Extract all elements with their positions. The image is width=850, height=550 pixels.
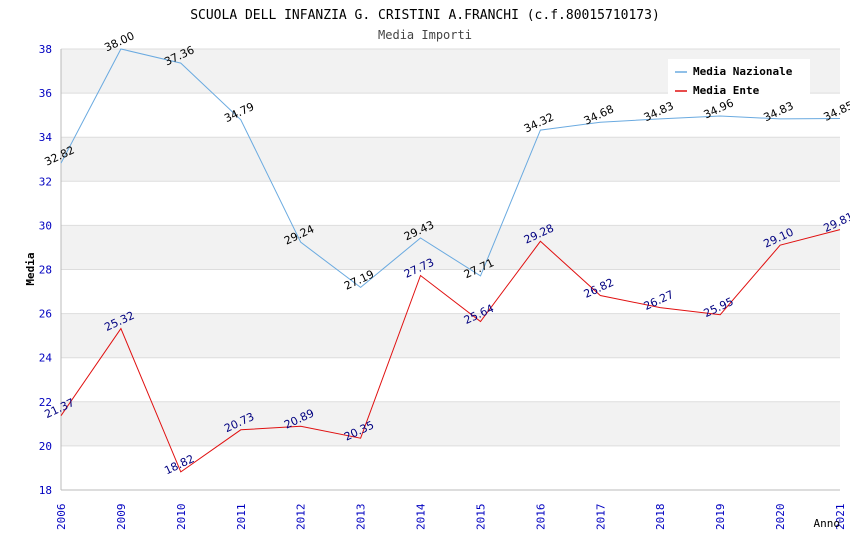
x-tick-label: 2014 bbox=[415, 503, 428, 530]
x-tick-label: 2009 bbox=[115, 504, 128, 531]
y-tick-labels: 18 20 22 24 26 28 30 32 34 36 38 bbox=[39, 43, 53, 497]
y-tick-label: 38 bbox=[39, 43, 52, 56]
grid-band bbox=[61, 225, 840, 270]
data-label: 18.82 bbox=[162, 452, 196, 477]
data-label: 34.83 bbox=[642, 99, 676, 124]
data-label: 34.32 bbox=[522, 110, 556, 135]
chart-subtitle: Media Importi bbox=[378, 28, 472, 42]
x-tick-label: 2021 bbox=[834, 504, 847, 531]
y-tick-label: 28 bbox=[39, 264, 52, 277]
series-line-0 bbox=[60, 48, 841, 289]
data-label: 34.85 bbox=[821, 99, 850, 124]
x-axis-label: Anno bbox=[814, 517, 841, 530]
legend: Media Nazionale Media Ente bbox=[668, 59, 810, 99]
x-tick-label: 2006 bbox=[55, 504, 68, 531]
x-tick-label: 2017 bbox=[594, 504, 607, 531]
data-label: 27.19 bbox=[342, 268, 376, 293]
x-tick-labels: 2006 2009 2010 2011 2012 2013 2014 2015 2016 2017… bbox=[55, 503, 847, 530]
data-label: 34.79 bbox=[222, 100, 256, 125]
y-tick-label: 34 bbox=[39, 131, 53, 144]
x-tick-label: 2019 bbox=[714, 504, 727, 531]
legend-label-ente: Media Ente bbox=[693, 84, 760, 97]
y-tick-label: 36 bbox=[39, 87, 52, 100]
x-tick-label: 2010 bbox=[175, 504, 188, 531]
x-tick-label: 2015 bbox=[474, 504, 487, 531]
x-tick-label: 2020 bbox=[774, 504, 787, 531]
data-label: 34.68 bbox=[582, 102, 616, 127]
y-tick-label: 18 bbox=[39, 484, 52, 497]
grid-lines bbox=[61, 48, 840, 491]
grid-band bbox=[61, 137, 840, 182]
x-tick-label: 2011 bbox=[235, 504, 248, 531]
y-tick-label: 20 bbox=[39, 440, 52, 453]
grid-band bbox=[61, 401, 840, 446]
series-lines bbox=[60, 48, 841, 473]
legend-box bbox=[668, 59, 810, 99]
y-tick-label: 22 bbox=[39, 396, 52, 409]
grid-band bbox=[61, 313, 840, 358]
chart-title: SCUOLA DELL INFANZIA G. CRISTINI A.FRANC… bbox=[190, 8, 660, 23]
x-tick-label: 2016 bbox=[534, 504, 547, 531]
grid-bands bbox=[61, 49, 840, 446]
x-tick-label: 2012 bbox=[295, 504, 308, 531]
data-label: 34.83 bbox=[762, 99, 796, 124]
y-tick-label: 24 bbox=[39, 352, 53, 365]
y-tick-label: 30 bbox=[39, 219, 52, 232]
data-label: 34.96 bbox=[702, 96, 736, 121]
y-tick-label: 26 bbox=[39, 308, 52, 321]
series-line-1 bbox=[60, 229, 841, 473]
x-tick-label: 2013 bbox=[355, 504, 368, 531]
y-axis-label: Media bbox=[24, 252, 37, 285]
legend-label-nazionale: Media Nazionale bbox=[693, 65, 793, 78]
y-tick-label: 32 bbox=[39, 175, 52, 188]
x-tick-label: 2018 bbox=[654, 504, 667, 531]
